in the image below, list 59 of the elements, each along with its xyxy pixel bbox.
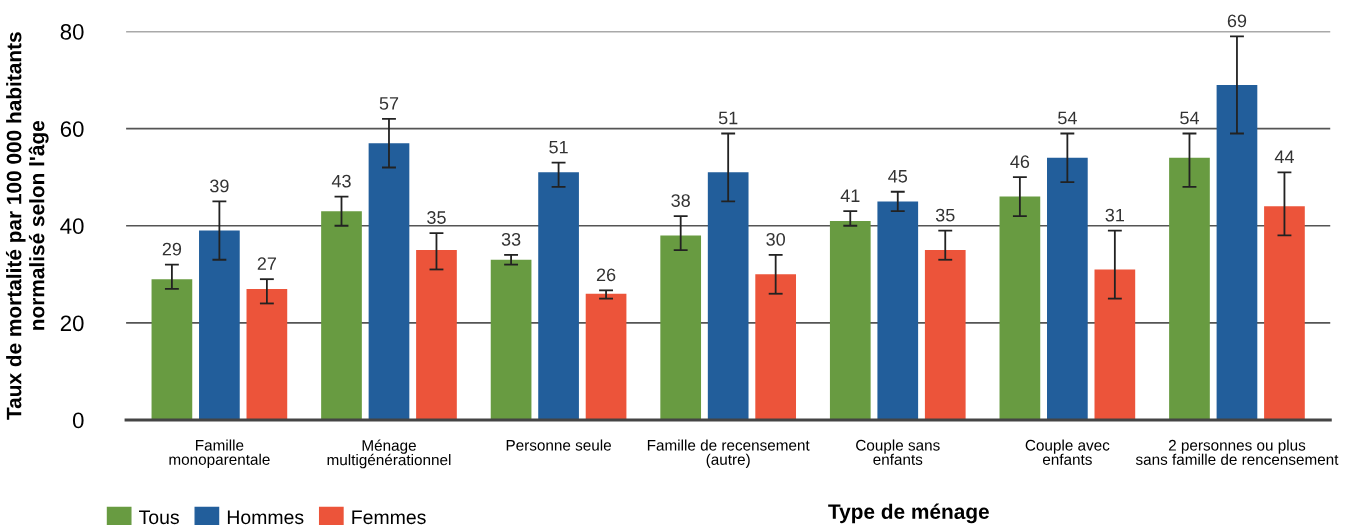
data-label: 41 xyxy=(840,189,860,202)
bar xyxy=(660,235,702,420)
bar xyxy=(1047,157,1088,420)
x-tick-label: 2 personnes ou plus sans famille de rencensement xyxy=(1135,439,1339,465)
bar xyxy=(1216,84,1258,420)
bar xyxy=(368,143,410,420)
bar xyxy=(1264,206,1305,420)
bar xyxy=(755,274,797,420)
data-label: 46 xyxy=(1010,155,1030,169)
y-tick-label: 40 xyxy=(60,218,84,235)
x-axis-title: Type de ménage xyxy=(828,503,989,524)
x-tick-label: Ménage multigénérationnel xyxy=(327,439,451,469)
data-label: 57 xyxy=(379,97,399,110)
data-label: 27 xyxy=(257,257,277,270)
data-label: 35 xyxy=(935,208,955,222)
data-label: 35 xyxy=(427,211,446,224)
bar xyxy=(829,220,871,420)
data-label: 38 xyxy=(671,194,690,207)
bar xyxy=(416,250,457,420)
legend-label: Tous xyxy=(139,510,179,525)
data-label: 45 xyxy=(888,170,908,183)
bar xyxy=(999,196,1041,420)
bar xyxy=(924,250,966,420)
y-tick-label: 80 xyxy=(60,24,84,40)
bar xyxy=(707,172,749,420)
data-label: 51 xyxy=(718,111,738,125)
data-label: 39 xyxy=(210,179,229,193)
bar xyxy=(538,172,579,420)
data-label: 33 xyxy=(501,232,521,246)
bar xyxy=(151,279,193,420)
y-axis-title: Taux de mortalité par 100 000 habitants normalisé selon l'âge xyxy=(5,32,49,420)
data-label: 54 xyxy=(1058,111,1077,125)
data-label: 29 xyxy=(162,242,182,256)
bar xyxy=(877,201,919,420)
x-tick-label: Personne seule xyxy=(506,439,611,451)
y-tick-label: 20 xyxy=(60,315,84,332)
y-tick-label: 60 xyxy=(60,121,84,137)
y-tick-label: 0 xyxy=(72,412,84,429)
data-label: 31 xyxy=(1105,208,1125,222)
legend-label: Femmes xyxy=(352,510,426,525)
x-tick-label: Famille de recensement (autre) xyxy=(647,439,810,468)
bar xyxy=(585,293,627,420)
data-label: 51 xyxy=(549,140,568,154)
data-label: 26 xyxy=(596,268,616,282)
bar xyxy=(199,230,240,420)
bar xyxy=(321,211,362,420)
data-label: 30 xyxy=(766,232,785,246)
x-tick-label: Famille monoparentale xyxy=(169,439,270,468)
data-label: 54 xyxy=(1180,111,1199,125)
data-label: 69 xyxy=(1227,14,1247,28)
bar xyxy=(1094,269,1136,420)
data-label: 43 xyxy=(331,174,351,188)
data-label: 44 xyxy=(1274,150,1294,164)
bar xyxy=(246,288,288,420)
bar xyxy=(1169,157,1210,420)
x-tick-label: Couple sans enfants xyxy=(856,439,940,465)
bar xyxy=(490,259,532,420)
x-tick-label: Couple avec enfants xyxy=(1025,439,1110,465)
legend-label: Hommes xyxy=(227,510,304,525)
